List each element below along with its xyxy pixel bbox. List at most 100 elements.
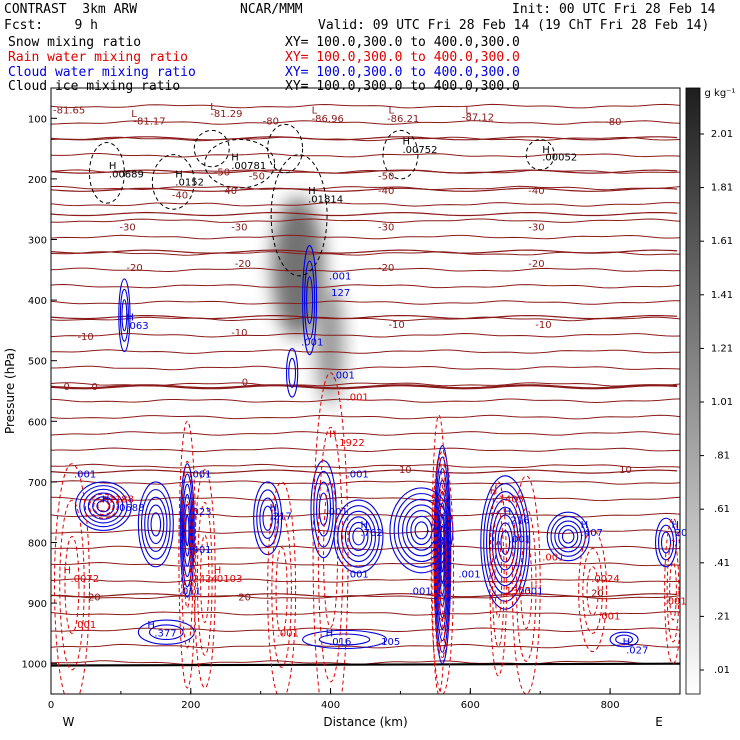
cloud-water-contour [182, 493, 192, 567]
axes: 0 200 400 600 800100200300400500600700800900… [3, 114, 681, 729]
cloud-water-contour [352, 527, 365, 546]
isotherm-line [51, 120, 680, 125]
cloud-water-contour [657, 524, 675, 561]
cloud-water-contour [480, 475, 531, 610]
contour-label: .0024 [591, 574, 620, 585]
contour-label: -40 [221, 186, 237, 197]
rain-water-contour [59, 499, 85, 671]
contour-label: H [109, 161, 117, 172]
cloud-water-contour [433, 444, 452, 665]
cloud-water-contour [488, 498, 522, 587]
contour-label: L [131, 109, 137, 120]
colorbar-tick-label: .81 [714, 451, 730, 462]
rain-water-contour [193, 469, 216, 689]
cloud-water-contour [137, 481, 174, 568]
cloud-water-contour [181, 483, 193, 578]
cloud-water-contour [256, 489, 280, 548]
cloud-water-contour [660, 531, 672, 554]
cloud-water-contour [333, 499, 384, 574]
colorbar: .01 .21 .41 .61 .81 1.01 1.21 1.41 1.61 1.81 2.01 g… [685, 87, 735, 695]
isotherm-10 [51, 469, 678, 474]
contour-label: -50 [378, 172, 394, 183]
contour-label: -10 [535, 320, 551, 331]
cloud-water-contour [288, 357, 297, 388]
cloud-ice-contour [193, 129, 230, 168]
isotherm-line [51, 463, 680, 469]
isotherm--80 [51, 136, 678, 141]
isotherm-20 [51, 593, 678, 598]
rain-water-contour [196, 502, 213, 656]
contour-label: .00052 [542, 153, 577, 164]
field-xy-cloud-ice: XY= 100.0,300.0 to 400.0,300.0 [285, 79, 520, 94]
cloud-water-contour [148, 624, 184, 641]
cloud-water-contour [259, 497, 276, 540]
cloud-ice-contour [270, 154, 328, 277]
isotherm-line [51, 611, 680, 616]
east-label: E [655, 715, 663, 729]
contour-label: -86.96 [312, 114, 344, 125]
contour-label: H [490, 486, 498, 497]
contour-label: .1188 [105, 495, 134, 506]
cloud-water-contour [92, 496, 115, 517]
isotherm-line [51, 136, 680, 142]
cloud-water-contour [554, 520, 583, 553]
cloud-water-contour [609, 631, 639, 648]
isotherm--50 [51, 169, 678, 174]
contour-label: -40 [172, 190, 188, 201]
contour-label: .0688 [116, 503, 145, 514]
isotherm-line [51, 431, 680, 436]
init-time: Init: 00 UTC Fri 28 Feb 14 [512, 2, 716, 17]
isotherm-line [51, 234, 680, 240]
cloud-water-contour [96, 499, 111, 513]
cloud-water-contour [310, 460, 337, 559]
colorbar-tick-label: .41 [714, 558, 730, 569]
contour-label: .001 [326, 507, 348, 518]
rain-water-contour [489, 481, 508, 677]
contour-label: .0072 [70, 574, 99, 585]
isotherm--10 [51, 315, 678, 320]
cloud-water-contours [74, 245, 678, 665]
contour-label: -30 [378, 222, 394, 233]
org-label: NCAR/MMM [240, 2, 303, 17]
contour-label: .001 [521, 587, 543, 598]
contour-label: .001 [189, 470, 211, 481]
cloud-water-contour [546, 511, 590, 562]
isotherm-line [51, 267, 680, 273]
contour-label: .0103 [214, 574, 243, 585]
contour-label: .023 [189, 507, 211, 518]
colorbar-tick-label: 1.81 [711, 183, 733, 194]
model-title: CONTRAST 3km ARW [4, 2, 138, 17]
contour-label: -30 [528, 222, 544, 233]
contour-label: H [231, 153, 239, 164]
contour-label: -80 [605, 117, 621, 128]
contour-label: L [465, 105, 471, 116]
colorbar-tick-label: 1.01 [711, 397, 733, 408]
cloud-water-contour [414, 521, 429, 540]
rain-water-contour [520, 540, 533, 630]
rain-water-contour [53, 463, 90, 694]
contour-label: H [214, 565, 222, 576]
contour-label: .762 [361, 528, 383, 539]
isotherm-line [51, 627, 680, 633]
contour-label: H [63, 565, 71, 576]
contour-label: .217 [270, 511, 292, 522]
cloud-water-contour [140, 489, 171, 560]
isotherm-line [51, 578, 680, 583]
cloud-ice-contour [382, 129, 419, 180]
isotherm--40 [51, 187, 678, 192]
contour-label: .1303 [502, 586, 531, 597]
colorbar-tick-label: .21 [714, 611, 730, 622]
isotherm-line [51, 103, 680, 109]
contour-label: .216 [507, 516, 529, 527]
contour-label: .00781 [231, 161, 266, 172]
contour-label: -20 [235, 259, 251, 270]
contour-label: 0 [63, 382, 69, 393]
contour-label: .001 [277, 628, 299, 639]
x-tick-label: 800 [601, 700, 620, 711]
valid-time: Valid: 09 UTC Fri 28 Feb 14 (19 ChT Fri … [318, 18, 710, 33]
cloud-water-contour [118, 278, 131, 353]
contour-label: .001 [542, 553, 564, 564]
contour-label: .001 [74, 470, 96, 481]
contour-label: .001 [347, 470, 369, 481]
field-name-snow: Snow mixing ratio [8, 35, 142, 50]
